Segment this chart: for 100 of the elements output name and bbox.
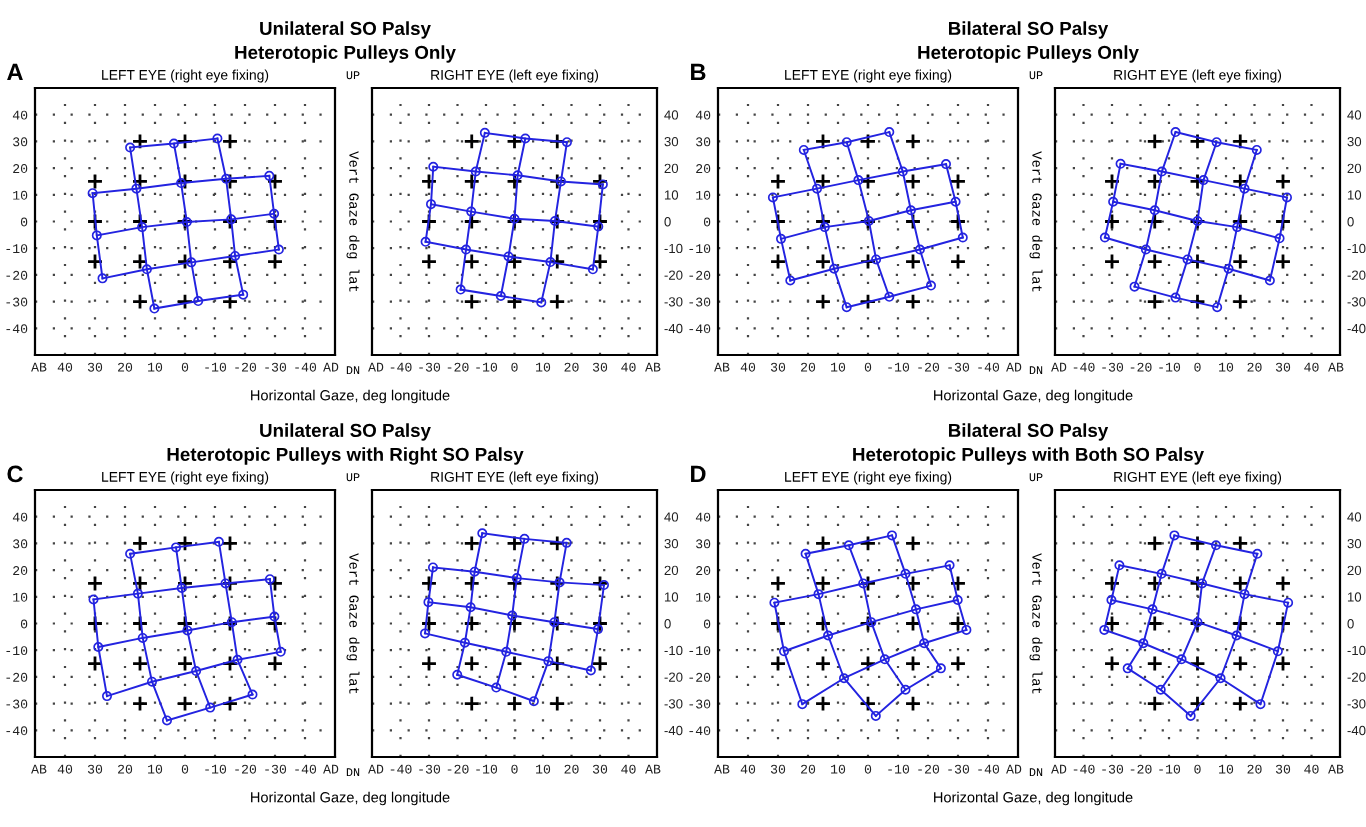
- x-tick-label: -30: [419, 764, 441, 774]
- x-tick-label: -20: [235, 764, 257, 774]
- chart-title: LEFT EYE (right eye fixing): [102, 471, 269, 485]
- text: AD: [368, 362, 384, 372]
- x-tick-label: -10: [888, 764, 910, 774]
- x-tick-label: 40: [621, 362, 636, 372]
- y-tick-label: 0: [664, 619, 671, 629]
- y-tick-label: 10: [664, 592, 679, 602]
- y-tick-label: -10: [1347, 645, 1366, 656]
- y-tick-label: 30: [664, 538, 679, 549]
- x-tick-label: -10: [205, 764, 227, 774]
- x-tick-label: -30: [419, 362, 441, 372]
- x-axis-title: Horizontal Gaze, deg longitude: [251, 389, 450, 404]
- text: AD: [368, 764, 384, 774]
- y-tick-label: -30: [1347, 297, 1366, 307]
- y-tick-label: -30: [664, 699, 683, 709]
- x-tick-label: 30: [770, 764, 786, 774]
- y-tick-label: 30: [664, 136, 679, 147]
- x-tick-label: -40: [390, 362, 412, 372]
- y-tick-label: 30: [696, 137, 711, 147]
- x-tick-label: 0: [1194, 362, 1201, 372]
- text: DN: [346, 768, 360, 777]
- x-tick-label: 0: [864, 764, 872, 774]
- x-tick-label: -40: [295, 764, 317, 774]
- x-tick-label: -30: [948, 764, 970, 774]
- x-tick-label: 0: [181, 362, 189, 372]
- y-tick-label: 30: [1347, 538, 1362, 549]
- y-tick-label: 0: [1347, 619, 1354, 629]
- text: UP: [1029, 71, 1043, 80]
- x-tick-label: 30: [592, 362, 608, 372]
- text: Vert Gaze deg lat: [346, 553, 360, 694]
- x-tick-label: -30: [1102, 362, 1124, 372]
- y-tick-label: -20: [689, 270, 711, 280]
- y-tick-label: 30: [696, 539, 711, 549]
- x-tick-label: 20: [1247, 764, 1262, 774]
- chart-title: RIGHT EYE (left eye fixing): [431, 69, 599, 83]
- x-tick-label: -10: [1159, 764, 1181, 774]
- text: AB: [1328, 362, 1344, 372]
- y-tick-label: -30: [689, 297, 711, 307]
- x-tick-label: -20: [1130, 764, 1152, 774]
- y-tick-label: -40: [1347, 725, 1366, 736]
- x-tick-label: 10: [831, 362, 846, 372]
- y-tick-label: -20: [6, 270, 28, 280]
- x-tick-label: 10: [831, 764, 846, 774]
- x-tick-label: 30: [1275, 764, 1291, 774]
- y-tick-label: -20: [689, 672, 711, 682]
- text: DN: [1029, 768, 1043, 777]
- x-tick-label: 40: [1304, 362, 1319, 372]
- text: AD: [323, 362, 339, 372]
- y-tick-label: 40: [12, 512, 28, 522]
- y-tick-label: 40: [1347, 512, 1362, 522]
- y-tick-label: 20: [696, 566, 711, 576]
- y-tick-label: -10: [689, 244, 711, 254]
- x-tick-label: 0: [511, 362, 518, 372]
- x-tick-label: 10: [1219, 764, 1234, 774]
- text: AD: [1006, 764, 1022, 774]
- y-tick-label: 20: [13, 164, 28, 174]
- x-tick-label: 30: [592, 764, 608, 774]
- x-tick-label: 10: [536, 362, 551, 372]
- text: AD: [1006, 362, 1022, 372]
- y-tick-label: 40: [695, 512, 711, 522]
- x-tick-label: 30: [770, 362, 786, 372]
- y-tick-label: 10: [13, 592, 28, 602]
- x-tick-label: 40: [621, 764, 636, 774]
- x-tick-label: -30: [265, 764, 287, 774]
- x-tick-label: 10: [148, 362, 163, 372]
- x-tick-label: 40: [740, 362, 756, 372]
- y-tick-label: -40: [664, 323, 683, 334]
- text: UP: [346, 473, 360, 482]
- y-tick-label: 20: [696, 164, 711, 174]
- text: AD: [1051, 362, 1067, 372]
- y-tick-label: 10: [1347, 592, 1362, 602]
- y-tick-label: -40: [1347, 323, 1366, 334]
- x-tick-label: 40: [57, 764, 73, 774]
- chart-title: RIGHT EYE (left eye fixing): [1114, 69, 1282, 83]
- text: Unilateral SO Palsy: [260, 423, 431, 441]
- x-tick-label: 30: [87, 764, 103, 774]
- x-tick-label: 40: [740, 764, 756, 774]
- y-tick-label: 20: [664, 163, 679, 174]
- y-tick-label: 20: [1347, 565, 1362, 576]
- y-tick-label: -30: [689, 699, 711, 709]
- x-tick-label: -40: [978, 362, 1000, 372]
- y-tick-label: 10: [1347, 190, 1362, 200]
- text: DN: [346, 366, 360, 375]
- y-tick-label: -20: [1347, 270, 1366, 280]
- text: Vert Gaze deg lat: [346, 151, 360, 292]
- y-tick-label: 30: [13, 539, 28, 549]
- x-tick-label: -30: [265, 362, 287, 372]
- x-tick-label: 40: [1304, 764, 1319, 774]
- text: Bilateral SO Palsy: [949, 423, 1109, 441]
- x-tick-label: -10: [888, 362, 910, 372]
- x-tick-label: -10: [1159, 362, 1181, 372]
- y-tick-label: -10: [664, 645, 683, 656]
- x-tick-label: -30: [1102, 764, 1124, 774]
- x-tick-label: 10: [1219, 362, 1234, 372]
- text: AB: [1328, 764, 1344, 774]
- text: Vert Gaze deg lat: [1029, 553, 1043, 694]
- text: AD: [323, 764, 339, 774]
- y-tick-label: -20: [664, 672, 683, 682]
- x-tick-label: 20: [801, 362, 816, 372]
